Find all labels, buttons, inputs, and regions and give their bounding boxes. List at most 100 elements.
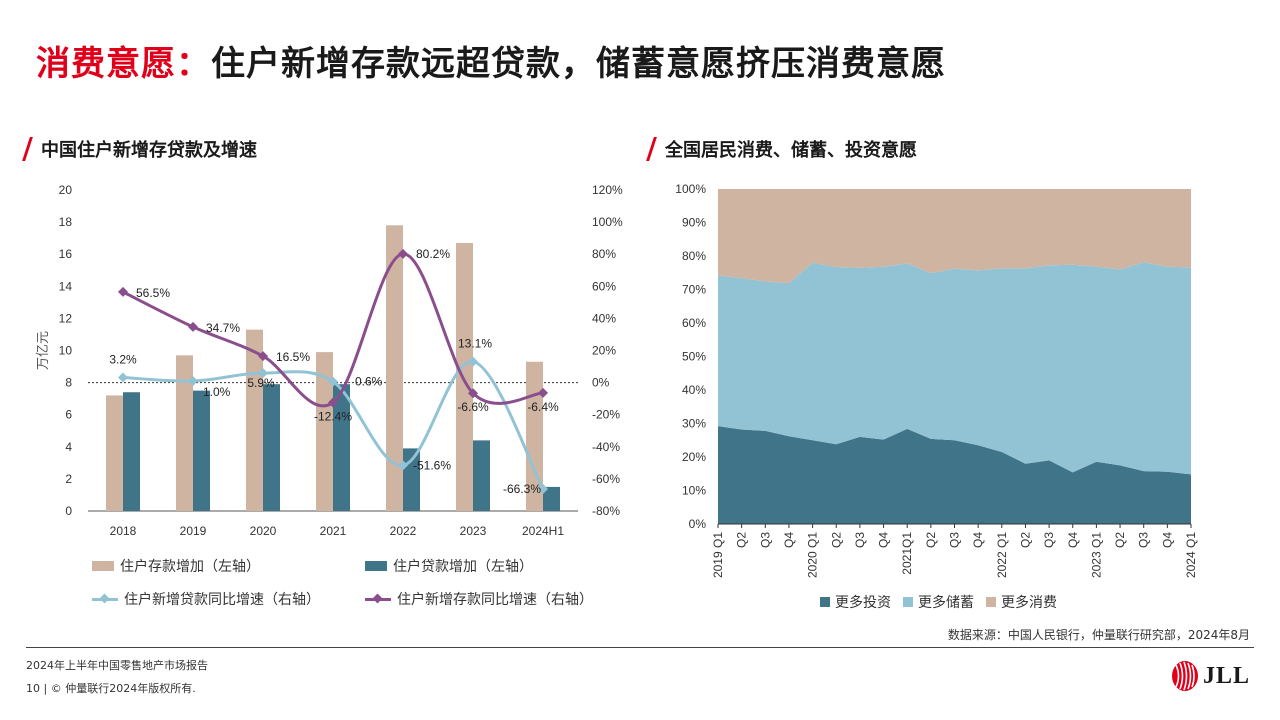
y2-tick-label: 100%	[592, 215, 623, 229]
x-tick-label: 2022	[390, 524, 417, 538]
x-tick-label: 2018	[110, 524, 137, 538]
x-tick-label: Q3	[853, 532, 867, 548]
footer-line: 10 | © 仲量联行2024年版权所有.	[26, 682, 196, 695]
bar-deposit	[526, 361, 543, 511]
x-tick-label: Q3	[758, 532, 772, 548]
data-label-deposit-growth: -6.6%	[457, 400, 489, 414]
legend-label: 住户贷款增加（左轴）	[393, 559, 533, 575]
y-tick-label: 6	[65, 408, 72, 422]
jll-logo: JLL	[1171, 660, 1250, 692]
y-tick-label: 8	[65, 376, 72, 390]
x-tick-label: Q2	[1113, 532, 1127, 548]
jll-logo-mark-icon	[1171, 661, 1198, 691]
y-tick-label: 14	[59, 279, 73, 293]
legend-label: 住户存款增加（左轴）	[120, 559, 260, 575]
y-tick-label: 12	[59, 311, 73, 325]
left-chart-header: 中国住户新增存贷款及增速	[22, 136, 257, 162]
legend-item-loan-growth: 住户新增贷款同比增速（右轴）	[92, 589, 320, 609]
y-tick-label: 2	[65, 472, 72, 486]
y2-tick-label: 60%	[592, 279, 616, 293]
slash-accent	[646, 137, 657, 161]
legend-label: 更多储蓄	[918, 595, 974, 611]
area-consume	[718, 189, 1191, 284]
y-tick-label: 4	[65, 440, 72, 454]
legend-swatch	[986, 597, 996, 607]
y-tick-label: 30%	[682, 417, 706, 431]
y-tick-label: 20%	[682, 450, 706, 464]
legend-item-invest: 更多投资	[820, 592, 891, 612]
legend-swatch	[365, 561, 387, 571]
x-tick-label: Q4	[782, 532, 796, 548]
marker-loan-growth	[258, 368, 268, 379]
y2-tick-label: -40%	[592, 440, 620, 454]
legend-swatch	[92, 561, 114, 571]
copyright: © 仲量联行2024年版权所有.	[50, 682, 196, 695]
legend-label: 住户新增贷款同比增速（右轴）	[124, 592, 320, 608]
data-label-loan-growth: 1.0%	[203, 385, 231, 399]
legend-item-loan: 住户贷款增加（左轴）	[365, 556, 533, 576]
y-tick-label: 10%	[682, 484, 706, 498]
data-source: 数据来源：中国人民银行，仲量联行研究部，2024年8月	[947, 628, 1250, 642]
y2-tick-label: 80%	[592, 247, 616, 261]
y-tick-label: 60%	[682, 316, 706, 330]
legend-label: 更多投资	[835, 595, 891, 611]
data-label-deposit-growth: 34.7%	[206, 321, 240, 335]
legend-label: 住户新增存款同比增速（右轴）	[397, 592, 593, 608]
y2-tick-label: 120%	[592, 183, 623, 197]
y-tick-label: 16	[59, 247, 73, 261]
right-chart-title: 全国居民消费、储蓄、投资意愿	[665, 140, 917, 161]
page-title-highlight: 消费意愿：	[36, 44, 211, 84]
x-tick-label: 2023	[460, 524, 487, 538]
data-label-loan-growth: -66.3%	[503, 482, 541, 496]
data-label-loan-growth: 0.6%	[355, 375, 383, 389]
y-tick-label: 100%	[675, 182, 706, 196]
marker-loan-growth	[118, 372, 128, 383]
logo-text: JLL	[1202, 662, 1250, 689]
x-tick-label: 2019 Q1	[711, 532, 725, 578]
data-label-loan-growth: 13.1%	[458, 337, 492, 351]
y2-tick-label: -60%	[592, 472, 620, 486]
y-tick-label: 0%	[689, 517, 707, 531]
marker-deposit-growth	[258, 351, 268, 362]
y-tick-label: 70%	[682, 283, 706, 297]
legend-line-marker	[365, 593, 391, 605]
legend-swatch	[903, 597, 913, 607]
x-tick-label: 2019	[180, 524, 207, 538]
y-tick-label: 80%	[682, 249, 706, 263]
report-name: 2024年上半年中国零售地产市场报告	[26, 659, 208, 672]
x-tick-label: Q2	[829, 532, 843, 548]
left-combo-chart: 0 2 4 6 8 10 12 14 16 18 20 -80% -60% -40% -20% 0% 20% 40…	[35, 183, 623, 538]
y-axis-label: 万亿元	[35, 331, 50, 370]
marker-deposit-growth	[538, 387, 548, 398]
page-title-main: 住户新增存款远超贷款，储蓄意愿挤压消费意愿	[211, 44, 946, 84]
divider	[26, 647, 1254, 648]
bar-deposit	[106, 395, 123, 511]
x-tick-label: Q4	[971, 532, 985, 548]
marker-loan-growth	[398, 460, 408, 471]
legend-item-deposit: 住户存款增加（左轴）	[92, 556, 260, 576]
data-label-deposit-growth: -12.4%	[314, 410, 352, 424]
marker-loan-growth	[328, 376, 338, 387]
bar-deposit	[176, 355, 193, 511]
legend-item-consume: 更多消费	[986, 592, 1057, 612]
data-label-deposit-growth: 80.2%	[416, 247, 450, 261]
marker-deposit-growth	[118, 286, 128, 297]
x-tick-label: 2022 Q1	[995, 532, 1009, 578]
x-tick-label: 2021Q1	[900, 532, 914, 575]
data-label-deposit-growth: 56.5%	[136, 286, 170, 300]
bar-deposit	[456, 242, 473, 511]
x-tick-label: Q4	[877, 532, 891, 548]
right-area-chart: 0% 10% 20% 30% 40% 50% 60% 70% 80% 90% 100% 2019 Q1…	[675, 182, 1198, 578]
bar-loan	[543, 486, 560, 511]
page-number: 10	[26, 682, 40, 695]
x-tick-label: Q3	[1137, 532, 1151, 548]
data-label-loan-growth: 3.2%	[109, 352, 137, 366]
data-label-deposit-growth: -6.4%	[527, 400, 559, 414]
area-invest	[718, 426, 1191, 524]
x-tick-label: Q4	[1160, 532, 1174, 548]
data-label-deposit-growth: 16.5%	[276, 350, 310, 364]
x-tick-label: 2021	[320, 524, 347, 538]
y2-tick-label: 0%	[592, 376, 610, 390]
marker-deposit-growth	[468, 388, 478, 399]
area-save	[718, 262, 1191, 475]
